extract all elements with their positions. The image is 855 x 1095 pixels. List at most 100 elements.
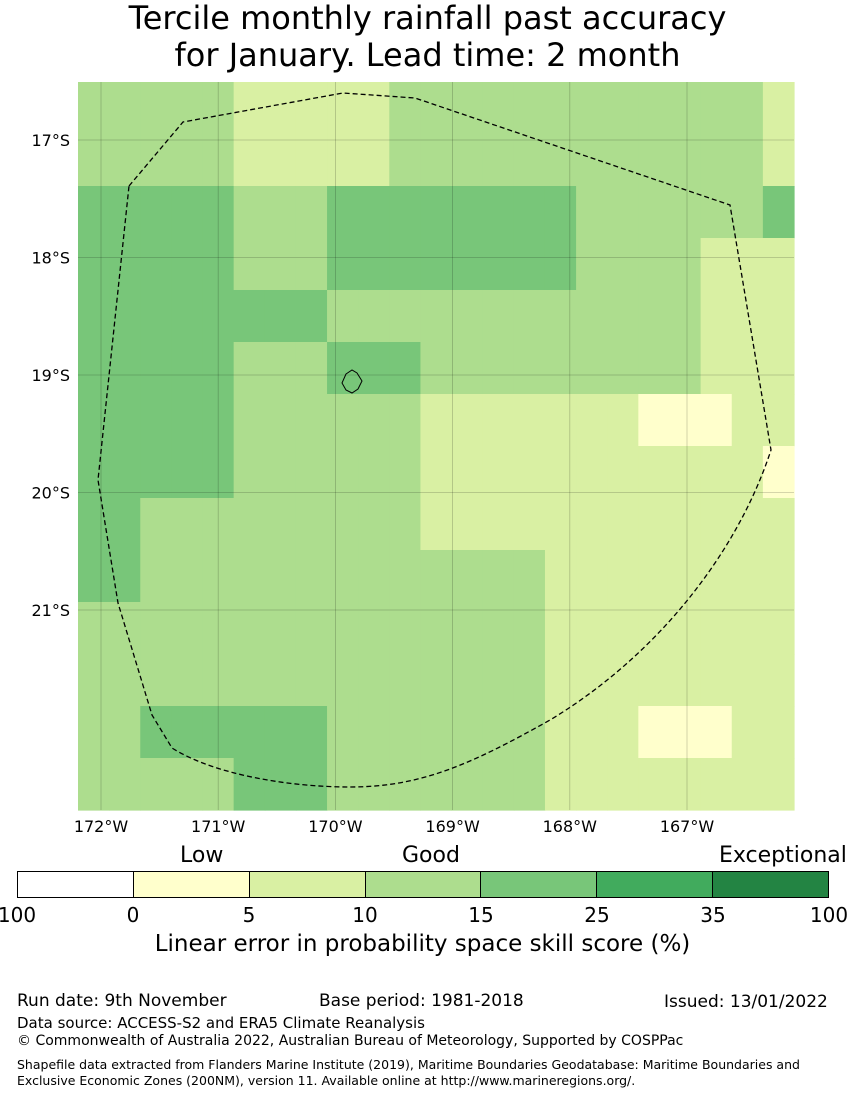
- grid-cell: [109, 394, 141, 447]
- grid-cell: [513, 446, 546, 499]
- skill-grid: [78, 82, 795, 811]
- grid-cell: [389, 134, 422, 187]
- data-source: Data source: ACCESS-S2 and ERA5 Climate …: [17, 1014, 425, 1032]
- colorbar-tick-label: 100: [0, 903, 37, 927]
- grid-cell: [264, 550, 297, 603]
- colorbar-segment: [249, 872, 366, 897]
- grid-cell: [544, 550, 577, 603]
- grid-cell: [389, 394, 422, 447]
- grid-cell: [358, 342, 390, 395]
- grid-cell: [669, 758, 702, 811]
- grid-cell: [109, 550, 141, 603]
- grid-cell: [482, 446, 515, 499]
- grid-cell: [389, 654, 422, 707]
- grid-cell: [731, 238, 764, 291]
- grid-cell: [264, 186, 297, 239]
- grid-cell: [420, 290, 453, 343]
- grid-cell: [482, 186, 515, 239]
- longitude-tick-label: 168°W: [543, 817, 598, 836]
- grid-cell: [669, 446, 702, 499]
- grid-cell: [700, 238, 733, 291]
- grid-cell: [544, 290, 577, 343]
- grid-cell: [576, 394, 608, 447]
- grid-cell: [78, 758, 110, 811]
- grid-cell: [451, 238, 484, 291]
- grid-cell: [389, 82, 422, 135]
- legend-exceptional-label: Exceptional: [719, 843, 847, 868]
- grid-cell: [233, 186, 266, 239]
- copyright: © Commonwealth of Australia 2022, Austra…: [17, 1033, 684, 1049]
- grid-cell: [544, 394, 577, 447]
- grid-cell: [327, 550, 359, 603]
- grid-cell: [762, 342, 795, 395]
- colorbar-segment: [481, 872, 598, 897]
- grid-cell: [669, 654, 702, 707]
- grid-cell: [607, 602, 639, 655]
- grid-cell: [669, 394, 702, 447]
- grid-cell: [638, 654, 671, 707]
- grid-cell: [202, 446, 235, 499]
- grid-cell: [451, 602, 484, 655]
- grid-cell: [264, 238, 297, 291]
- grid-cell: [700, 186, 733, 239]
- grid-cell: [576, 602, 608, 655]
- colorbar-segment: [597, 872, 714, 897]
- latitude-tick-label: 17°S: [31, 131, 70, 150]
- grid-cell: [233, 706, 266, 759]
- grid-cell: [264, 602, 297, 655]
- grid-cell: [264, 498, 297, 551]
- grid-cell: [544, 134, 577, 187]
- grid-cell: [389, 186, 422, 239]
- grid-cell: [700, 706, 733, 759]
- grid-cell: [482, 550, 515, 603]
- grid-cell: [327, 290, 359, 343]
- grid-cell: [140, 654, 172, 707]
- grid-cell: [358, 602, 390, 655]
- grid-cell: [731, 342, 764, 395]
- grid-cell: [544, 238, 577, 291]
- grid-cell: [202, 238, 235, 291]
- grid-cell: [202, 550, 235, 603]
- grid-cell: [202, 290, 235, 343]
- grid-cell: [389, 238, 422, 291]
- colorbar-tick-label: 15: [468, 903, 494, 927]
- grid-cell: [327, 134, 359, 187]
- grid-cell: [358, 290, 390, 343]
- shapefile-credit: Shapefile data extracted from Flanders M…: [17, 1057, 800, 1088]
- grid-cell: [451, 82, 484, 135]
- grid-cell: [78, 550, 110, 603]
- grid-cell: [451, 758, 484, 811]
- grid-cell: [109, 238, 141, 291]
- colorbar-segment: [713, 872, 829, 897]
- grid-cell: [731, 654, 764, 707]
- colorbar-tick-label: 100: [809, 903, 849, 927]
- colorbar-segment: [365, 872, 482, 897]
- grid-cell: [78, 82, 110, 135]
- grid-cell: [669, 290, 702, 343]
- grid-cell: [451, 498, 484, 551]
- grid-cell: [233, 342, 266, 395]
- grid-cell: [171, 342, 204, 395]
- grid-cell: [700, 498, 733, 551]
- colorbar-tick-label: 0: [126, 903, 140, 927]
- grid-cell: [482, 290, 515, 343]
- grid-cell: [638, 758, 671, 811]
- grid-cell: [140, 706, 172, 759]
- grid-cell: [669, 498, 702, 551]
- grid-cell: [171, 602, 204, 655]
- grid-cell: [171, 498, 204, 551]
- latitude-tick-label: 18°S: [31, 249, 70, 268]
- grid-cell: [607, 394, 639, 447]
- grid-cell: [233, 550, 266, 603]
- grid-cell: [327, 82, 359, 135]
- grid-cell: [669, 550, 702, 603]
- grid-cell: [327, 654, 359, 707]
- grid-cell: [420, 758, 453, 811]
- grid-cell: [389, 602, 422, 655]
- grid-cell: [327, 446, 359, 499]
- grid-cell: [607, 342, 639, 395]
- grid-cell: [171, 238, 204, 291]
- grid-cell: [202, 134, 235, 187]
- grid-cell: [295, 394, 328, 447]
- grid-cell: [420, 654, 453, 707]
